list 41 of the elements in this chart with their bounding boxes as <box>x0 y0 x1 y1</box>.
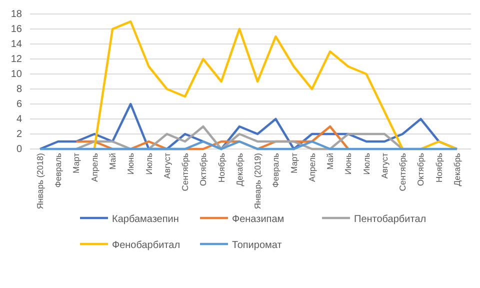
x-tick-label: Ноябрь <box>434 152 444 182</box>
x-tick-label: Март <box>288 152 299 174</box>
x-tick-label: Май <box>107 152 118 170</box>
y-tick-label: 18 <box>10 9 22 20</box>
x-tick-label: Май <box>325 152 336 170</box>
x-tick-label: Март <box>71 152 82 174</box>
y-tick-label: 6 <box>16 99 22 110</box>
x-tick-label: Август <box>162 152 172 179</box>
y-tick-label: 10 <box>10 69 22 80</box>
y-tick-label: 8 <box>16 84 22 96</box>
x-tick-label: Январь (2018) <box>34 152 45 210</box>
x-tick-label: Февраль <box>270 152 281 188</box>
x-tick-label: Ноябрь <box>216 152 226 182</box>
y-tick-label: 16 <box>10 24 22 36</box>
line-series <box>93 20 458 150</box>
y-tick-label: 2 <box>16 129 22 140</box>
x-tick-label: Апрель <box>89 152 100 182</box>
x-tick-label: Октябрь <box>416 152 426 186</box>
y-tick-label: 0 <box>16 144 22 156</box>
y-tick-label: 14 <box>10 39 22 50</box>
x-tick-label: Сентябрь <box>180 152 190 192</box>
legend-label: Карбамазепин <box>112 214 179 225</box>
y-tick-label: 12 <box>10 54 22 66</box>
x-tick-label: Июнь <box>343 152 354 175</box>
x-tick-label: Июнь <box>126 152 136 175</box>
x-tick-label: Декабрь <box>452 152 462 186</box>
x-tick-label: Февраль <box>53 152 64 188</box>
x-tick-label: Октябрь <box>198 152 208 186</box>
x-tick-label: Август <box>379 152 390 179</box>
legend-label: Фенобарбитал <box>112 240 180 251</box>
x-tick-label: Июль <box>361 152 372 175</box>
legend-label: Топиромат <box>232 240 282 251</box>
legend-label: Феназипам <box>232 214 284 225</box>
y-tick-label: 4 <box>16 114 22 126</box>
legend-label: Пентобарбитал <box>354 214 426 225</box>
x-tick-label: Апрель <box>306 152 317 182</box>
x-tick-label: Сентябрь <box>398 152 408 192</box>
x-tick-label: Июль <box>144 152 154 175</box>
x-tick-label: Январь (2019) <box>252 152 263 210</box>
x-tick-label: Декабрь <box>234 152 244 186</box>
line-series <box>75 125 404 150</box>
